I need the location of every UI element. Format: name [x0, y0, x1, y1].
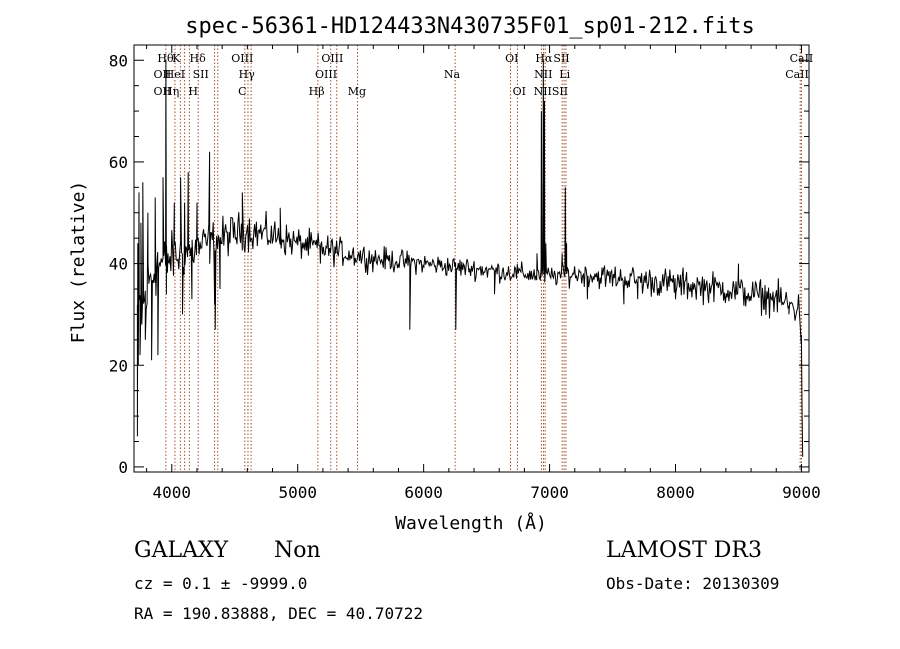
- spectral-line-label: CaII: [790, 52, 814, 65]
- observation-date: Obs-Date: 20130309: [606, 574, 780, 593]
- object-subclass: Non: [274, 538, 321, 563]
- spectral-line-label: SII: [193, 68, 209, 81]
- spectral-line-label: HeI: [165, 68, 185, 81]
- survey-release: LAMOST DR3: [606, 538, 762, 563]
- spectral-line-label: K: [172, 52, 181, 65]
- x-tick-label: 4000: [153, 483, 192, 502]
- spectrum-line: [136, 60, 804, 457]
- chart-title: spec-56361-HD124433N430735F01_sp01-212.f…: [185, 14, 755, 39]
- x-axis-label: Wavelength (Å): [395, 512, 547, 534]
- spectral-line-label: OI: [513, 85, 526, 98]
- spectral-line-label: Li: [559, 68, 570, 81]
- plot-frame: [133, 44, 810, 473]
- object-class: GALAXY: [134, 538, 229, 563]
- spectral-line-label: Hθ: [157, 52, 174, 65]
- spectral-line-label: Hα: [535, 52, 553, 65]
- spectral-line-label: OIII: [321, 52, 343, 65]
- spectral-line-label: C: [238, 85, 246, 98]
- x-tick-label: 7000: [530, 483, 569, 502]
- spectral-line-label: Hβ: [309, 85, 325, 98]
- y-tick-label: 20: [109, 356, 128, 375]
- spectral-line-label: OII: [153, 68, 171, 81]
- redshift-cz: cz = 0.1 ± -9999.0: [134, 574, 308, 593]
- spectral-line-markers: [165, 45, 802, 472]
- spectral-line-label: Na: [444, 68, 461, 81]
- y-tick-label: 80: [109, 51, 128, 70]
- y-tick-label: 40: [109, 255, 128, 274]
- y-axis-label: Flux (relative): [68, 181, 89, 344]
- spectral-line-label: NIISII: [534, 85, 569, 98]
- ra-dec-coordinates: RA = 190.83888, DEC = 40.70722: [134, 604, 423, 623]
- spectral-line-label: SII: [553, 52, 569, 65]
- spectral-line-label: H: [188, 85, 198, 98]
- spectral-line-label: Hη: [163, 85, 179, 98]
- spectral-line-label: OII: [153, 85, 171, 98]
- spectral-line-label: Hδ: [189, 52, 206, 65]
- y-axis-ticks: 0 20 40 60 80: [109, 51, 809, 477]
- spectral-line-label: Mg: [348, 85, 366, 98]
- x-tick-label: 9000: [782, 483, 821, 502]
- y-tick-label: 60: [109, 153, 128, 172]
- x-axis-ticks: 4000 5000 6000 7000 8000 9000: [146, 45, 821, 502]
- x-tick-label: 5000: [278, 483, 317, 502]
- spectral-line-label: CaII: [785, 68, 809, 81]
- y-tick-label: 0: [118, 458, 128, 477]
- spectral-line-label: OIII: [231, 52, 253, 65]
- spectral-line-label: OIII: [315, 68, 337, 81]
- x-tick-label: 8000: [656, 483, 695, 502]
- spectral-line-label: Hγ: [239, 68, 256, 81]
- x-tick-label: 6000: [404, 483, 443, 502]
- spectral-line-label: OI: [505, 52, 518, 65]
